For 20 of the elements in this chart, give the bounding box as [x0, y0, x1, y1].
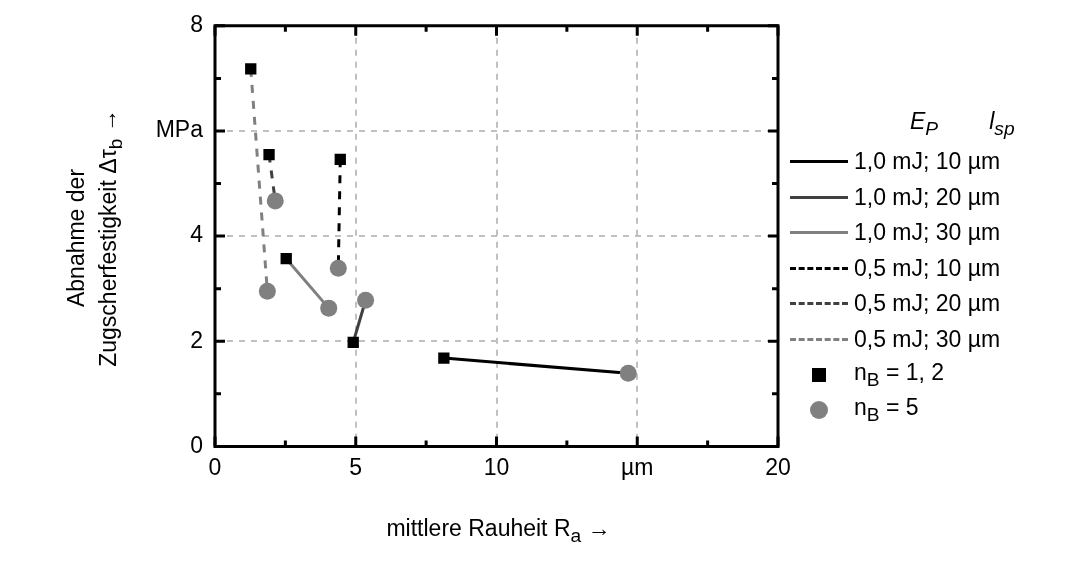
legend-label: n$_{B}$ = 1, 2	[854, 358, 945, 391]
x-axis-title: mittlere Rauheit R$_{a}$ →	[385, 515, 612, 547]
x-tick-label: µm	[621, 453, 654, 480]
legend-label: 0,5 mJ; 20 µm	[854, 290, 1001, 318]
legend-label: n$_{B}$ = 5	[854, 394, 919, 427]
legend-label: 1,0 mJ; 20 µm	[854, 183, 1001, 211]
y-tick-label: 2	[190, 326, 203, 353]
y-tick-label: 0	[190, 431, 203, 458]
x-tick-label: 10	[483, 453, 510, 480]
x-tick-label: 0	[208, 453, 222, 480]
y-tick-label: 4	[190, 221, 204, 248]
legend-label: 1,0 mJ; 30 µm	[854, 219, 1001, 247]
y-tick-label: MPa	[155, 116, 204, 143]
x-tick-label: 5	[349, 453, 363, 480]
legend-label: 1,0 mJ; 10 µm	[854, 148, 1001, 176]
y-tick-label: 8	[190, 11, 203, 38]
text: E$_{P}$ l$_{sp}$	[910, 108, 1015, 139]
legend-label: 0,5 mJ; 30 µm	[854, 325, 1001, 353]
x-tick-label: 20	[765, 453, 791, 480]
legend-label: 0,5 mJ; 10 µm	[854, 254, 1001, 282]
